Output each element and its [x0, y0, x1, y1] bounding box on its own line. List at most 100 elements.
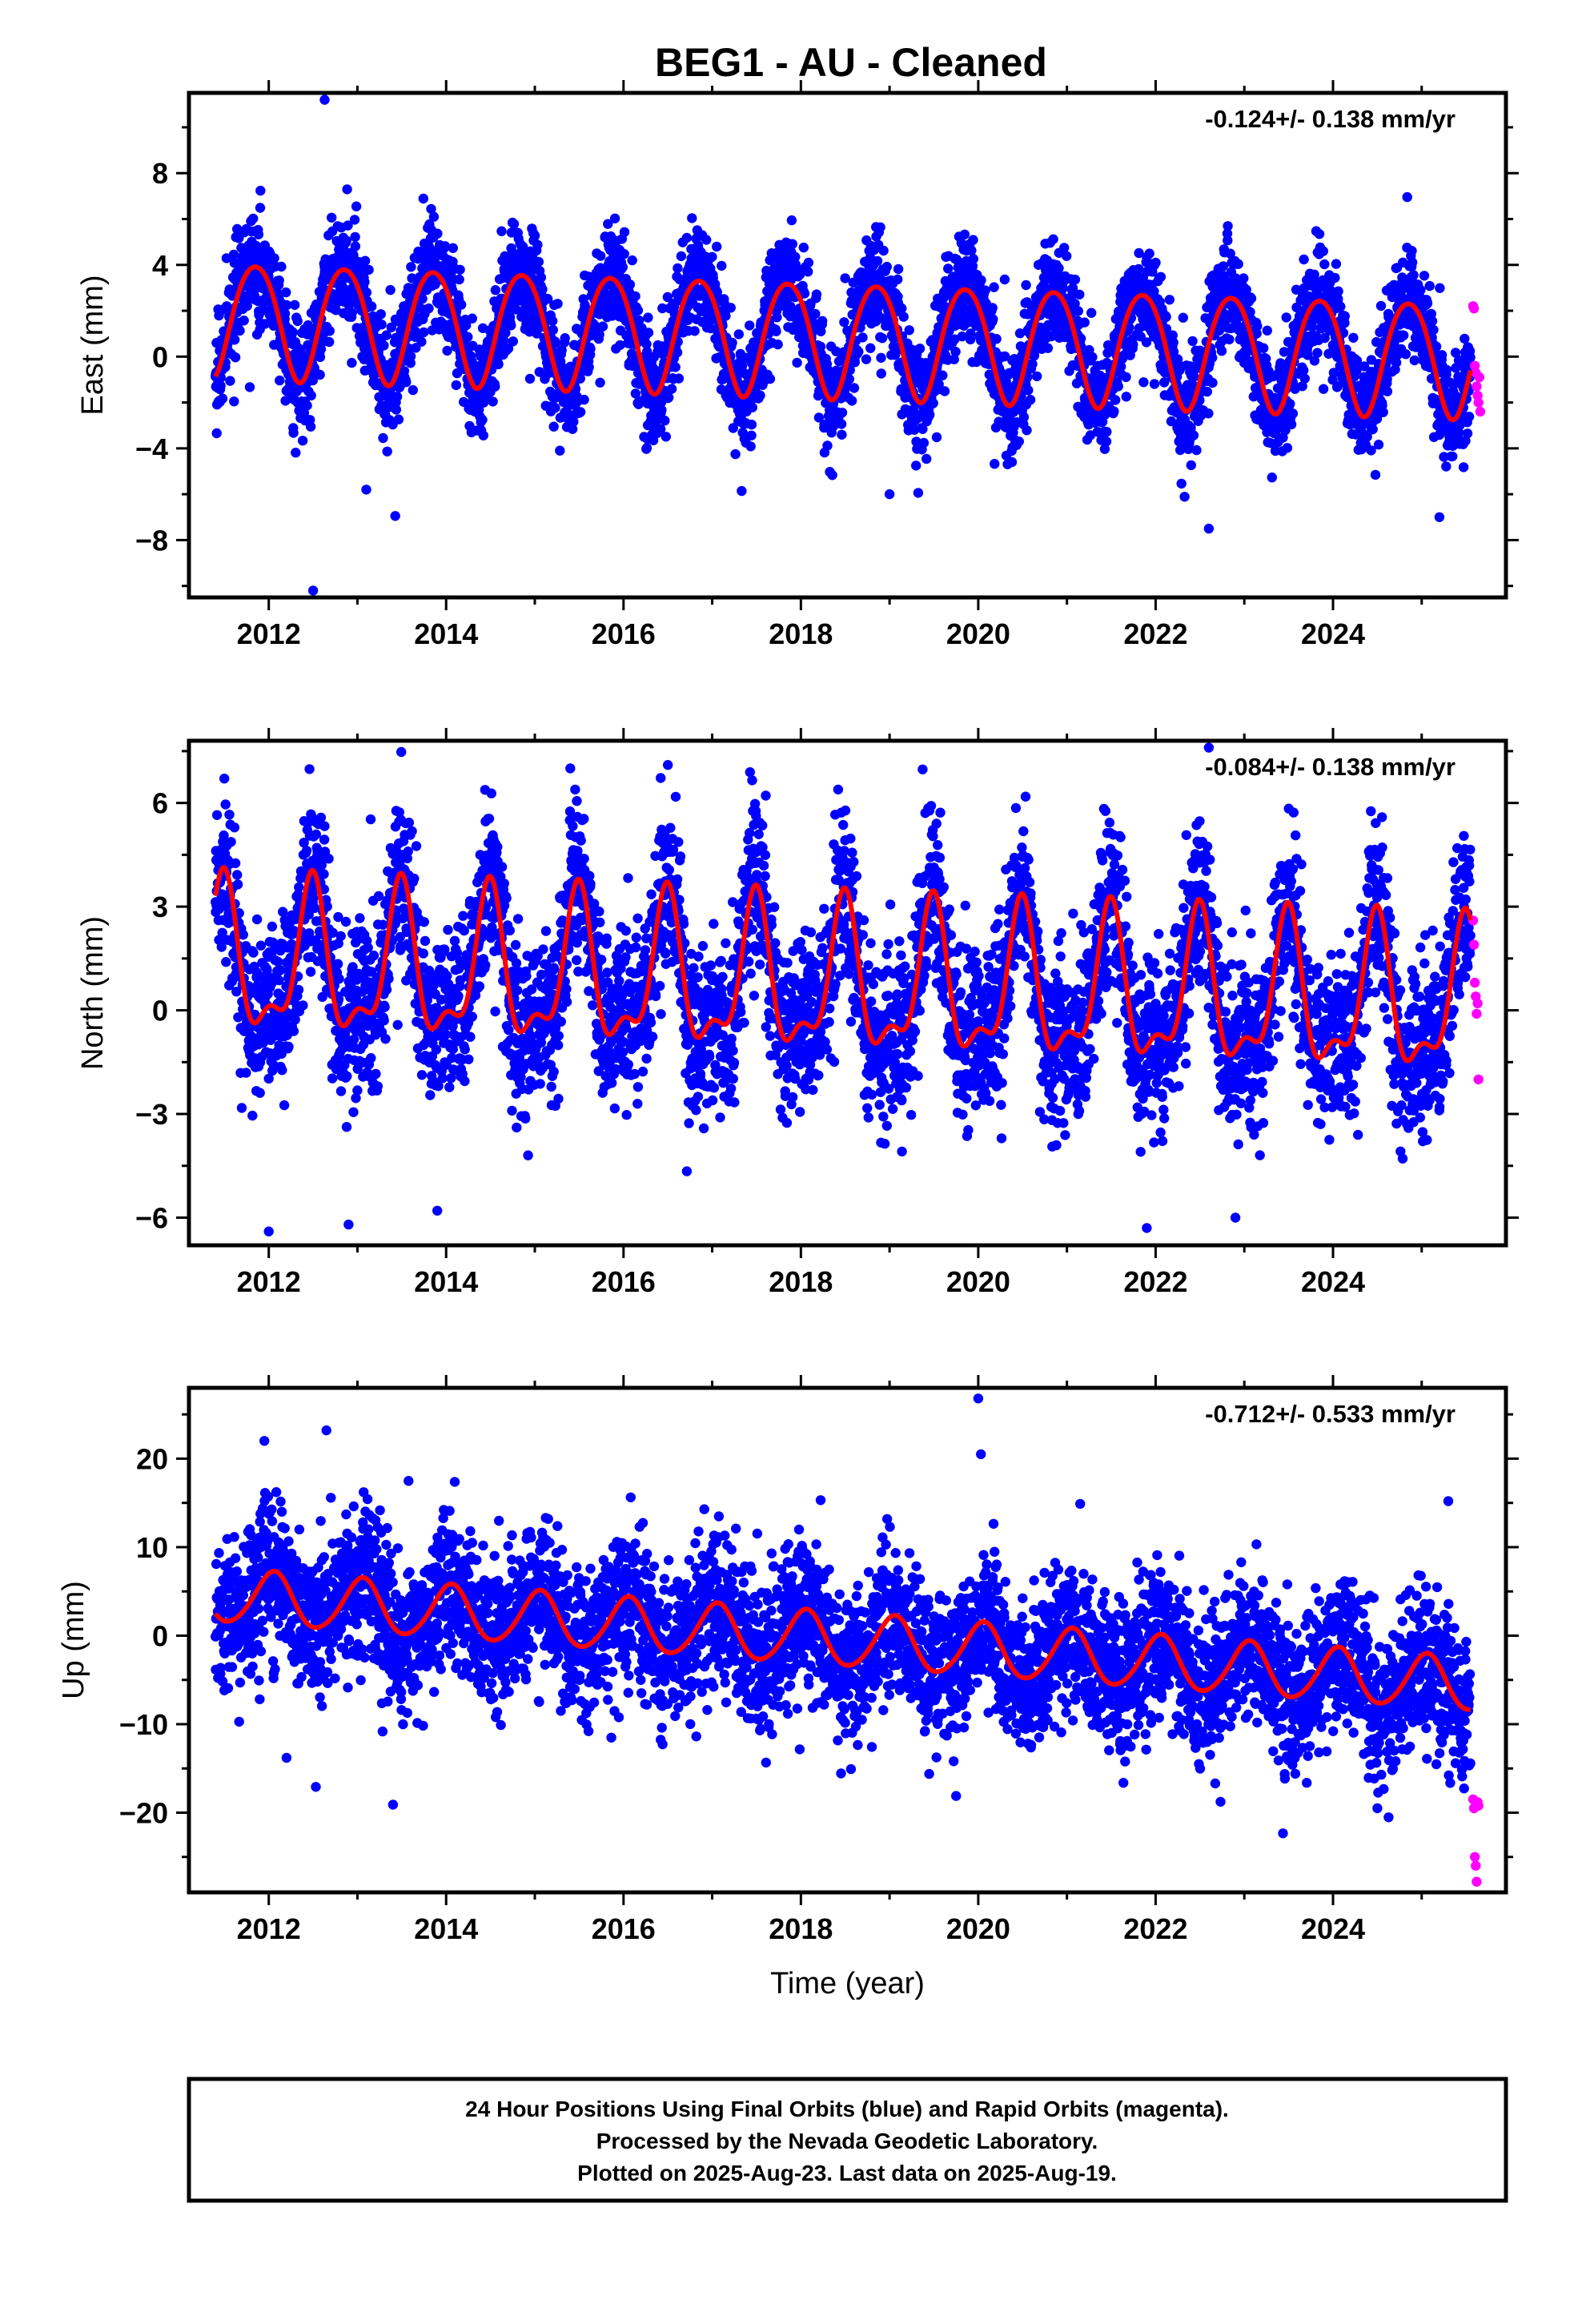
- east-outlier-point: [319, 94, 330, 105]
- east-point: [493, 359, 504, 370]
- east-point: [643, 312, 653, 323]
- east-point: [230, 334, 240, 345]
- east-point: [1262, 325, 1273, 336]
- east-point: [1281, 312, 1291, 323]
- east-point: [733, 329, 744, 340]
- east-point: [376, 320, 387, 330]
- east-point: [968, 235, 978, 245]
- east-point: [244, 382, 255, 392]
- east-point: [1006, 456, 1018, 468]
- east-point: [746, 430, 757, 440]
- east-point: [1164, 295, 1175, 305]
- east-point: [878, 245, 889, 256]
- north-point: [219, 774, 230, 784]
- east-point: [773, 339, 783, 350]
- east-point: [393, 414, 404, 424]
- east-point: [1415, 284, 1426, 296]
- east-point: [350, 231, 360, 243]
- east-point: [1464, 412, 1475, 422]
- east-point: [837, 408, 848, 418]
- east-point: [1233, 259, 1243, 269]
- east-point: [634, 315, 644, 326]
- east-point: [1427, 316, 1438, 327]
- east-point: [872, 255, 883, 267]
- east-point: [375, 309, 386, 320]
- east-point: [1441, 364, 1452, 375]
- east-point: [428, 211, 440, 222]
- east-point: [419, 327, 429, 338]
- east-point: [991, 334, 1002, 344]
- east-point: [817, 316, 828, 326]
- east-point: [1447, 451, 1458, 462]
- east-point: [1086, 308, 1097, 318]
- x-tick-label: 2012: [237, 617, 301, 650]
- east-point: [849, 357, 861, 368]
- east-point: [755, 390, 765, 400]
- east-point: [385, 284, 396, 296]
- east-point: [269, 253, 279, 263]
- east-point: [534, 367, 544, 377]
- y-tick-label: 0: [152, 340, 168, 373]
- east-point: [619, 227, 630, 237]
- east-point: [1121, 372, 1131, 383]
- east-point: [287, 327, 298, 337]
- east-point: [229, 396, 239, 407]
- east-point: [914, 344, 926, 354]
- east-point: [701, 235, 712, 245]
- east-point: [347, 308, 357, 318]
- east-point: [454, 274, 464, 285]
- east-outlier-point: [1203, 523, 1215, 534]
- east-point: [641, 339, 652, 349]
- east-point: [1223, 221, 1233, 231]
- east-point: [211, 428, 222, 439]
- east-point: [627, 255, 637, 266]
- east-point: [1400, 349, 1411, 360]
- east-point: [1168, 337, 1178, 348]
- east-point: [552, 299, 563, 309]
- east-point: [730, 448, 741, 460]
- east-point: [765, 373, 776, 384]
- east-point: [1378, 407, 1388, 417]
- east-point: [898, 312, 909, 322]
- east-point: [456, 300, 467, 310]
- east-point: [687, 213, 697, 223]
- east-point: [556, 356, 566, 367]
- east-point: [1032, 371, 1042, 382]
- east-point: [253, 229, 264, 239]
- east-point: [386, 322, 396, 332]
- east-point: [548, 316, 558, 326]
- east-point: [1018, 412, 1030, 423]
- east-point: [787, 239, 797, 249]
- east-point: [1149, 379, 1160, 389]
- east-point: [488, 396, 498, 407]
- east-point: [1465, 352, 1476, 363]
- east-point: [217, 393, 228, 404]
- y-tick-label: 8: [152, 157, 168, 190]
- east-point: [746, 420, 757, 430]
- east-point: [980, 285, 990, 296]
- east-point: [1113, 381, 1124, 392]
- east-point: [529, 231, 540, 241]
- east-point: [508, 336, 518, 347]
- east-point: [822, 440, 833, 451]
- east-point: [857, 332, 868, 343]
- east-point: [1246, 293, 1257, 304]
- east-point: [911, 460, 921, 471]
- east-point: [295, 344, 306, 355]
- east-point: [418, 193, 428, 204]
- east-point: [424, 303, 434, 314]
- east-point: [1252, 321, 1263, 332]
- east-point: [230, 352, 241, 363]
- east-point: [503, 343, 514, 354]
- east-point: [837, 429, 847, 440]
- east-point: [408, 384, 418, 396]
- north-point: [220, 799, 231, 810]
- north-point: [226, 837, 236, 847]
- east-point: [1079, 317, 1090, 328]
- east-point: [798, 242, 809, 253]
- east-point: [442, 345, 452, 356]
- east-point: [727, 337, 737, 348]
- east-point: [1150, 257, 1161, 268]
- north-point: [224, 810, 235, 820]
- east-point: [1373, 440, 1384, 450]
